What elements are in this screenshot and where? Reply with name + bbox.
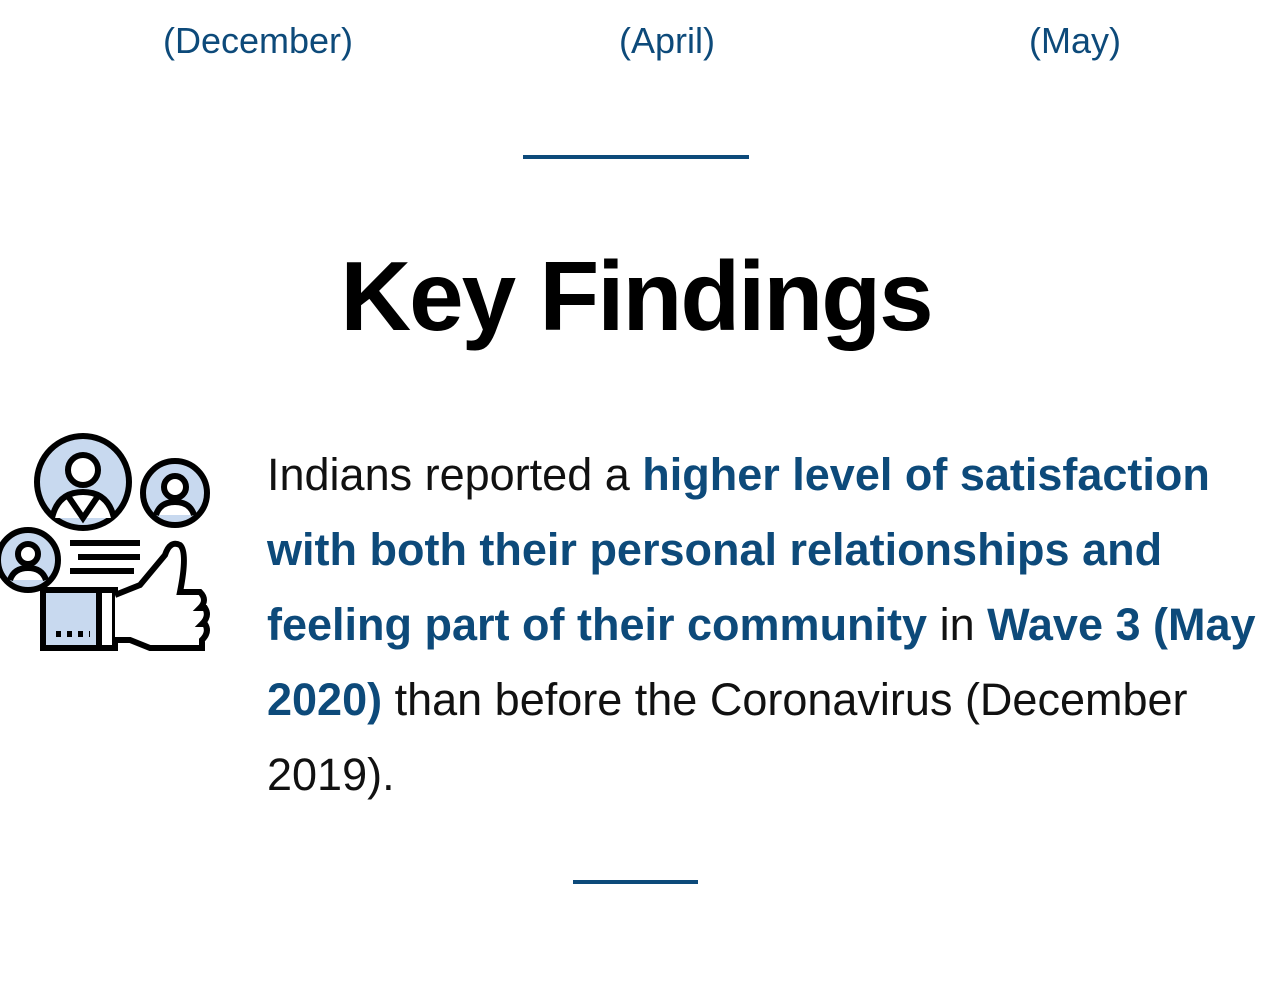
finding-text: Indians reported a higher level of satis… xyxy=(267,437,1257,812)
highlight-text: higher level of satisfaction with both t… xyxy=(267,449,1210,650)
body-text: in xyxy=(927,599,988,650)
month-label: (December) xyxy=(162,20,354,61)
title: Key Findings xyxy=(340,241,933,351)
divider xyxy=(523,155,749,159)
community-icon xyxy=(0,433,210,651)
month-label: (May) xyxy=(1029,20,1121,61)
highlight-text: Wave 3 (May 2020) xyxy=(267,599,1256,725)
month-label: (April) xyxy=(619,20,715,61)
body-text: than before the Coronavirus (December 20… xyxy=(267,674,1188,800)
body-text: Indians reported a xyxy=(267,449,643,500)
divider xyxy=(573,880,698,884)
